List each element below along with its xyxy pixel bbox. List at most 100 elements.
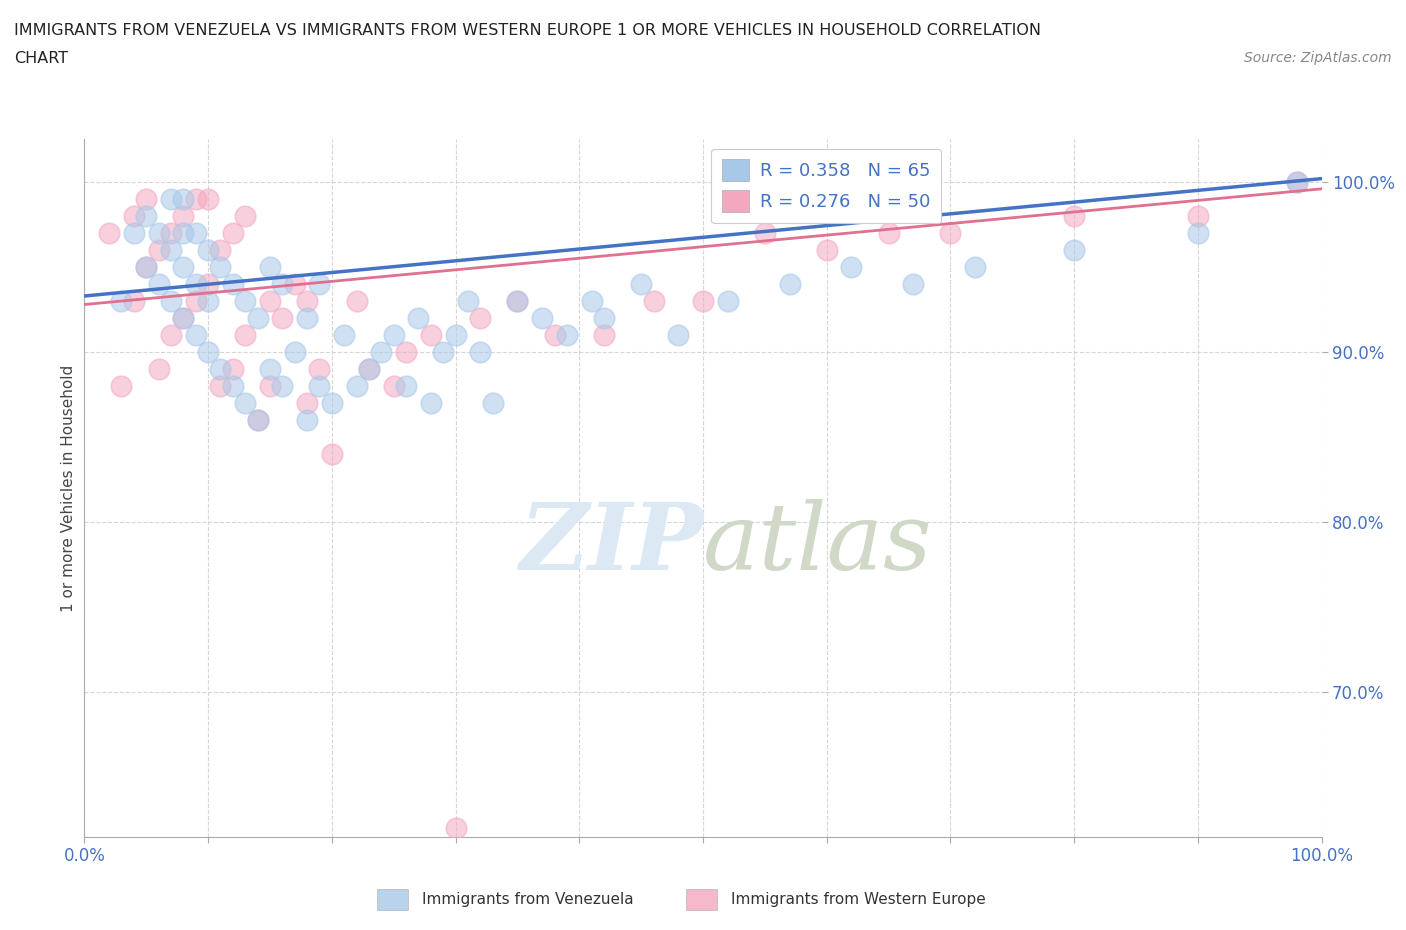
Point <box>110 294 132 309</box>
Point <box>184 226 207 241</box>
Point <box>209 379 232 393</box>
Text: Immigrants from Venezuela: Immigrants from Venezuela <box>422 892 634 907</box>
Point <box>122 226 145 241</box>
Point <box>184 192 207 206</box>
Point <box>110 379 132 393</box>
Point <box>259 379 281 393</box>
Point <box>666 327 689 342</box>
Point <box>122 294 145 309</box>
Point <box>692 294 714 309</box>
Point <box>284 276 307 291</box>
Point <box>233 396 256 411</box>
Point <box>148 243 170 258</box>
Point <box>1285 175 1308 190</box>
Point <box>295 413 318 428</box>
Point <box>444 327 467 342</box>
Point <box>903 276 925 291</box>
Text: IMMIGRANTS FROM VENEZUELA VS IMMIGRANTS FROM WESTERN EUROPE 1 OR MORE VEHICLES I: IMMIGRANTS FROM VENEZUELA VS IMMIGRANTS … <box>14 23 1040 38</box>
Point <box>555 327 578 342</box>
Point <box>593 311 616 325</box>
Point <box>172 226 194 241</box>
Point <box>122 208 145 223</box>
Text: CHART: CHART <box>14 51 67 66</box>
Point <box>346 294 368 309</box>
Point <box>432 345 454 360</box>
Point <box>593 327 616 342</box>
Point <box>233 208 256 223</box>
Point <box>184 294 207 309</box>
Point <box>246 413 269 428</box>
Point <box>184 327 207 342</box>
Point <box>172 192 194 206</box>
Point <box>197 294 219 309</box>
Point <box>172 311 194 325</box>
Point <box>197 276 219 291</box>
Point <box>1187 226 1209 241</box>
Point <box>184 276 207 291</box>
Point <box>470 311 492 325</box>
Point <box>470 345 492 360</box>
Point <box>148 226 170 241</box>
Point <box>259 259 281 274</box>
Point <box>395 379 418 393</box>
Point <box>408 311 430 325</box>
Point <box>172 311 194 325</box>
Point <box>357 362 380 377</box>
Point <box>841 259 863 274</box>
Point <box>395 345 418 360</box>
Point <box>333 327 356 342</box>
Point <box>370 345 392 360</box>
Point <box>209 362 232 377</box>
Point <box>160 327 183 342</box>
Point <box>321 396 343 411</box>
Point <box>1187 208 1209 223</box>
Point <box>308 276 330 291</box>
Text: ZIP: ZIP <box>519 499 703 589</box>
Point <box>581 294 603 309</box>
Point <box>246 413 269 428</box>
Point <box>246 311 269 325</box>
Point <box>148 362 170 377</box>
Point <box>939 226 962 241</box>
Point <box>135 208 157 223</box>
Point <box>779 276 801 291</box>
Point <box>531 311 554 325</box>
Point <box>135 259 157 274</box>
Point <box>222 226 245 241</box>
Text: atlas: atlas <box>703 499 932 589</box>
Point <box>160 294 183 309</box>
Point <box>172 208 194 223</box>
Text: Immigrants from Western Europe: Immigrants from Western Europe <box>731 892 986 907</box>
Point <box>754 226 776 241</box>
Point <box>321 446 343 461</box>
Point <box>308 362 330 377</box>
Point <box>233 327 256 342</box>
Point <box>233 294 256 309</box>
Point <box>172 259 194 274</box>
Point <box>419 327 441 342</box>
Y-axis label: 1 or more Vehicles in Household: 1 or more Vehicles in Household <box>60 365 76 612</box>
Point <box>259 362 281 377</box>
Point <box>98 226 121 241</box>
Point <box>197 345 219 360</box>
Point <box>209 243 232 258</box>
Point <box>295 396 318 411</box>
Point <box>717 294 740 309</box>
Point <box>271 311 294 325</box>
Point <box>1063 208 1085 223</box>
Point <box>160 192 183 206</box>
Point <box>308 379 330 393</box>
Point <box>382 327 405 342</box>
Point <box>419 396 441 411</box>
Point <box>1285 175 1308 190</box>
Point <box>271 379 294 393</box>
Point <box>481 396 503 411</box>
Point <box>148 276 170 291</box>
Point <box>357 362 380 377</box>
Point <box>815 243 838 258</box>
Point <box>209 259 232 274</box>
Point <box>630 276 652 291</box>
Text: Source: ZipAtlas.com: Source: ZipAtlas.com <box>1244 51 1392 65</box>
Point <box>160 243 183 258</box>
Point <box>284 345 307 360</box>
